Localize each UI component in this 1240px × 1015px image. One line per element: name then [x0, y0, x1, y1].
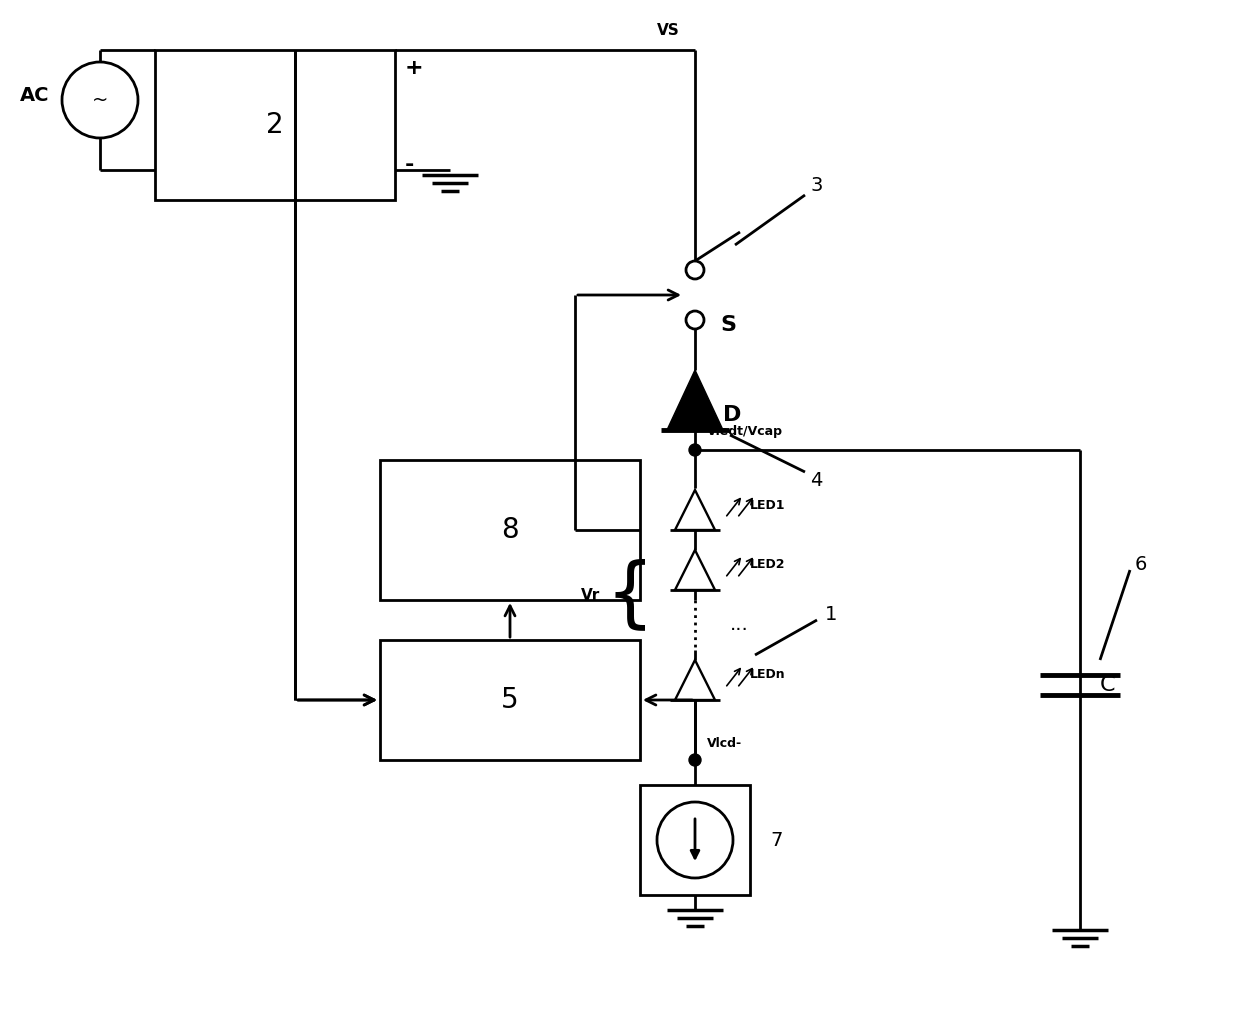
Bar — [379, 640, 640, 760]
Text: 2: 2 — [267, 111, 284, 139]
Text: -: - — [405, 155, 414, 175]
Bar — [640, 785, 750, 895]
Polygon shape — [667, 370, 723, 430]
Text: 8: 8 — [501, 516, 518, 544]
Text: 3: 3 — [810, 176, 822, 195]
Text: 5: 5 — [501, 686, 518, 714]
Bar — [155, 50, 396, 200]
Bar — [379, 460, 640, 600]
Text: LED2: LED2 — [750, 558, 785, 571]
Text: VS: VS — [657, 23, 680, 38]
Text: ...: ... — [730, 615, 749, 634]
Text: LEDn: LEDn — [750, 669, 786, 681]
Text: 6: 6 — [1135, 555, 1147, 574]
Text: Vlcd-: Vlcd- — [707, 737, 742, 750]
Text: {: { — [606, 558, 655, 632]
Text: S: S — [720, 315, 737, 335]
Text: AC: AC — [20, 85, 50, 105]
Text: LED1: LED1 — [750, 498, 785, 512]
Text: ~: ~ — [92, 90, 108, 110]
Circle shape — [689, 754, 701, 766]
Circle shape — [689, 444, 701, 456]
Text: 7: 7 — [770, 830, 782, 850]
Text: 1: 1 — [825, 606, 837, 624]
Text: Vr: Vr — [580, 588, 600, 603]
Text: C: C — [1100, 675, 1116, 695]
Text: 4: 4 — [810, 471, 822, 489]
Text: +: + — [405, 58, 424, 78]
Text: Vledt/Vcap: Vledt/Vcap — [707, 425, 782, 438]
Text: D: D — [723, 405, 742, 425]
